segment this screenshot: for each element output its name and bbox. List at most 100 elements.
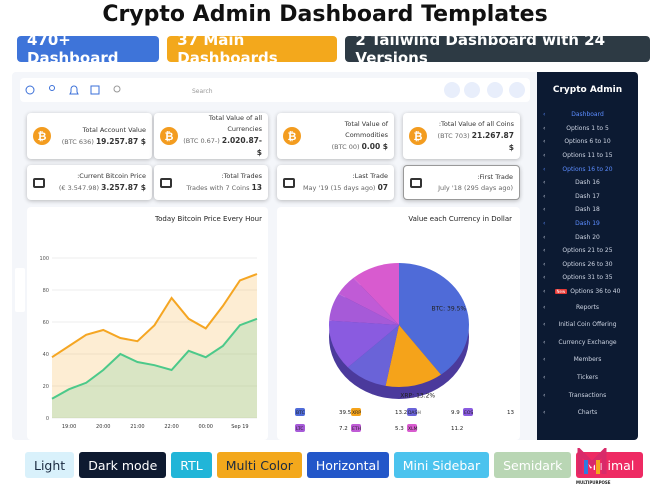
item-label: Transactions xyxy=(568,391,607,399)
icon[interactable] xyxy=(49,85,55,91)
sidebar-item[interactable]: ‹ Options 16 to 20 xyxy=(537,162,638,176)
item-label: Dash 18 xyxy=(575,206,600,214)
card-value: 2.020.87- $ xyxy=(221,136,262,157)
item-label: Dash 17 xyxy=(575,192,600,200)
mode-badge: Dark mode xyxy=(79,452,167,478)
card-line: (BTC 00) 0.00 $ xyxy=(305,141,388,153)
sidebar-item[interactable]: ‹ Transactions xyxy=(537,386,638,404)
line-panel: Today Bitcoin Price Every Hour 0 20 40 60 80 1… xyxy=(27,207,268,440)
card-text: :Total Trades Trades with 7 Coins 13 xyxy=(176,171,262,194)
x-tick-label: 20:00 xyxy=(96,424,110,430)
sidebar-item[interactable]: ‹ Dash 17 xyxy=(537,190,638,204)
sidebar-item[interactable]: ‹ Options 1 to 5 xyxy=(537,122,638,136)
card-text: :Current Bitcoin Price (€ 3.547.98) 3.257… xyxy=(49,171,146,194)
icon[interactable] xyxy=(69,85,79,95)
card-line: (BTC 0.67-) 2.020.87- $ xyxy=(182,135,262,159)
pie-slice xyxy=(399,263,469,375)
icon[interactable] xyxy=(509,82,525,98)
x-tick-label: 21:00 xyxy=(130,424,144,430)
sidebar-item[interactable]: ‹ Dashboard xyxy=(537,108,638,122)
sidebar-item[interactable]: ‹ Options 26 to 30 xyxy=(537,258,638,272)
chevron: ‹ xyxy=(543,373,546,381)
sidebar-item[interactable]: ‹ Options 6 to 10 xyxy=(537,135,638,149)
sidebar: Crypto Admin ‹ Dashboard ‹ Options 1 to 5 ‹ O… xyxy=(537,72,638,440)
sidebar-item[interactable]: ‹ Dash 16 xyxy=(537,176,638,190)
modes: Light Dark mode RTL Multi Color Horizontal Mi… xyxy=(25,452,644,478)
item-label: Options 1 to 5 xyxy=(566,124,609,132)
card-icon: ₿ xyxy=(283,127,301,145)
card-icon xyxy=(410,177,422,188)
card-icon xyxy=(160,177,172,188)
sidebar-item[interactable]: ‹ Currency Exchange xyxy=(537,334,638,352)
icon[interactable] xyxy=(25,85,35,95)
legend-value: 11.2 xyxy=(451,426,463,432)
legend-name: XRP xyxy=(352,410,361,416)
mode-badge: RTL xyxy=(171,452,212,478)
item-label: Dash 16 xyxy=(575,179,600,187)
item-label: Currency Exchange xyxy=(558,338,617,346)
sidebar-item[interactable]: ‹ Tickers xyxy=(537,369,638,387)
y-tick-label: 80 xyxy=(43,288,49,294)
sidebar-item[interactable]: ‹ Reports xyxy=(537,298,638,316)
mode-badge: Light xyxy=(25,452,75,478)
sidebar-item[interactable]: ‹ Options 31 to 35 xyxy=(537,271,638,285)
search-placeholder[interactable]: Search xyxy=(192,88,213,95)
search-icon[interactable] xyxy=(113,85,121,93)
line xyxy=(51,273,258,359)
sidebar-item[interactable]: ‹ Dash 18 xyxy=(537,203,638,217)
chevron: ‹ xyxy=(543,356,546,364)
item-label: Reports xyxy=(575,303,599,311)
icon[interactable] xyxy=(487,82,503,98)
card-sub: (€ 3.547.98) xyxy=(58,184,100,192)
sidebar-item[interactable]: ‹ Options 21 to 25 xyxy=(537,244,638,258)
sidebar-item[interactable]: ‹ Charts xyxy=(537,404,638,422)
mode-badge: Multi Color xyxy=(216,452,302,478)
sidebar-item[interactable]: ‹ Dash 19 xyxy=(537,217,638,231)
stat-card: :Total Trades Trades with 7 Coins 13 xyxy=(154,165,268,200)
sidebar-item[interactable]: ‹ New Options 36 to 40 xyxy=(537,285,638,299)
card-sub: (BTC 00) xyxy=(331,143,360,151)
card-value: 07 xyxy=(377,183,388,192)
card-line: July '18 (295 days ago) xyxy=(426,183,513,194)
y-tick-label: 40 xyxy=(43,352,49,358)
sidebar-item[interactable]: ‹ Members xyxy=(537,351,638,369)
chevron: ‹ xyxy=(543,111,546,119)
chevron: ‹ xyxy=(543,247,546,255)
card-label: :Last Trade xyxy=(352,172,388,180)
pie-slice xyxy=(329,320,399,368)
sidebar-item[interactable]: ‹ Options 11 to 15 xyxy=(537,149,638,163)
chevron: ‹ xyxy=(543,391,546,399)
pie-chart: Value each Currency in Dollar BTC: 39.5% X… xyxy=(295,215,514,432)
card-value: 19.257.87 $ xyxy=(95,136,146,146)
title: Crypto Admin Dashboard Templates xyxy=(102,2,548,27)
y-tick-label: 60 xyxy=(43,320,49,326)
stat-card: :Last Trade May '19 (15 days ago) 07 xyxy=(277,165,394,200)
card-sub: (BTC 703) xyxy=(437,131,470,140)
legend-name: XLM xyxy=(408,426,418,432)
card-text: :Last Trade May '19 (15 days ago) 07 xyxy=(299,171,388,194)
card-label: :Current Bitcoin Price xyxy=(77,172,146,180)
card-icon xyxy=(33,177,45,188)
icon[interactable] xyxy=(90,85,100,95)
card-line: Trades with 7 Coins 13 xyxy=(176,182,262,194)
sidebar-item[interactable]: ‹ Initial Coin Offering xyxy=(537,316,638,334)
topbar-icons: Search xyxy=(25,82,525,98)
sidebar-item[interactable]: ‹ Dash 20 xyxy=(537,230,638,244)
card-sub: Trades with 7 Coins xyxy=(186,184,250,192)
legend-swatch xyxy=(407,424,417,432)
badge: 470+ Dashboard xyxy=(17,31,160,67)
legend-swatch xyxy=(407,408,417,416)
card-text: Total Account Value (BTC 636) 19.257.87 $ xyxy=(55,125,146,148)
icon[interactable] xyxy=(464,82,480,98)
card-label: Total Value of Commodities xyxy=(344,120,388,139)
icon[interactable] xyxy=(444,82,460,98)
card-label: :First Trade xyxy=(477,172,513,181)
badge: 2 Tailwind Dashboard with 24 Versions xyxy=(345,31,650,67)
card-label: :Total Value of all Coins xyxy=(438,119,514,128)
card-sub: (BTC 636) xyxy=(61,137,94,146)
chevron: ‹ xyxy=(543,288,546,296)
slice-label: XRP: 13.2% xyxy=(400,393,435,400)
card-value: 3.257.87 $ xyxy=(101,183,146,192)
legend-value: 5.3 xyxy=(395,426,404,432)
